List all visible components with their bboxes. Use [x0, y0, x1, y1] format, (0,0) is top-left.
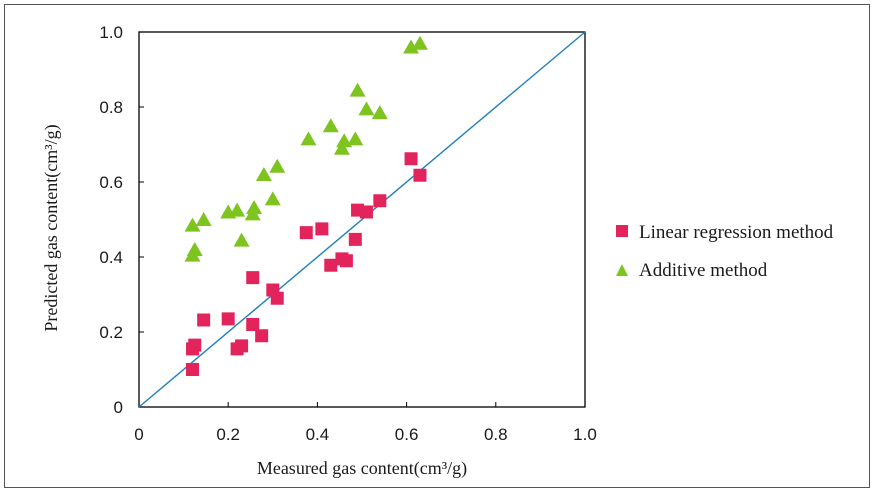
point-linear-regression	[188, 338, 202, 352]
point-linear-regression	[255, 329, 269, 343]
point-linear-regression	[404, 152, 418, 166]
legend: Linear regression method Additive method	[616, 222, 834, 281]
x-tick-label: 0.4	[306, 425, 330, 444]
point-linear-regression	[324, 258, 338, 272]
point-linear-regression	[348, 232, 362, 246]
point-additive	[336, 133, 353, 148]
point-linear-regression	[359, 205, 373, 219]
point-additive	[349, 82, 366, 97]
point-linear-regression	[235, 339, 249, 353]
point-linear-regression	[373, 194, 387, 208]
point-additive	[403, 39, 420, 54]
y-axis-title: Predicted gas content(cm³/g)	[41, 124, 62, 331]
point-additive	[264, 191, 281, 206]
point-additive	[246, 200, 263, 214]
tick-labels: 0 0.2 0.4 0.6 0.8 1.0 0 0.2 0.4 0.6 0.8 1.0	[99, 23, 596, 444]
point-additive	[195, 212, 212, 226]
legend-label-additive: Additive method	[639, 260, 768, 281]
point-linear-regression	[246, 318, 260, 331]
legend-marker-additive	[616, 264, 628, 276]
point-linear-regression	[339, 254, 353, 268]
y-tick-label: 0.8	[99, 98, 123, 117]
point-additive	[322, 118, 339, 133]
reference-line-group	[138, 31, 586, 408]
chart-frame	[4, 4, 870, 488]
point-additive	[300, 131, 317, 146]
y-tick-label: 1.0	[99, 23, 123, 42]
point-linear-regression	[413, 168, 427, 182]
point-additive	[233, 232, 250, 247]
point-additive	[411, 35, 428, 50]
y-tick-label: 0	[114, 398, 123, 417]
point-linear-regression	[315, 222, 329, 236]
y-tick-label: 0.2	[99, 323, 123, 342]
x-tick-label: 1.0	[573, 425, 597, 444]
point-additive	[371, 105, 388, 120]
legend-marker-linear-regression	[616, 225, 628, 237]
x-axis-title: Measured gas content(cm³/g)	[257, 458, 467, 479]
data-points	[184, 35, 428, 376]
plot-axes	[138, 31, 586, 408]
legend-label-linear-regression: Linear regression method	[639, 222, 834, 243]
x-tick-label: 0.2	[216, 425, 240, 444]
point-additive	[255, 167, 272, 181]
point-additive	[184, 217, 201, 232]
plot-area-border	[138, 31, 586, 408]
point-additive	[358, 101, 375, 116]
point-linear-regression	[270, 291, 284, 305]
y-tick-label: 0.4	[99, 248, 123, 267]
point-additive	[333, 140, 350, 155]
point-linear-regression	[186, 363, 200, 376]
point-linear-regression	[197, 313, 211, 327]
x-tick-label: 0.6	[395, 425, 419, 444]
point-additive	[186, 242, 203, 256]
point-linear-regression	[246, 271, 260, 285]
reference-line-y-equals-x	[138, 31, 586, 408]
point-additive	[347, 131, 364, 146]
point-linear-regression	[299, 226, 313, 240]
x-tick-label: 0.8	[484, 425, 508, 444]
x-tick-label: 0	[134, 425, 143, 444]
point-additive	[269, 158, 286, 173]
point-linear-regression	[221, 312, 235, 326]
point-additive	[229, 202, 246, 217]
y-tick-label: 0.6	[99, 173, 123, 192]
